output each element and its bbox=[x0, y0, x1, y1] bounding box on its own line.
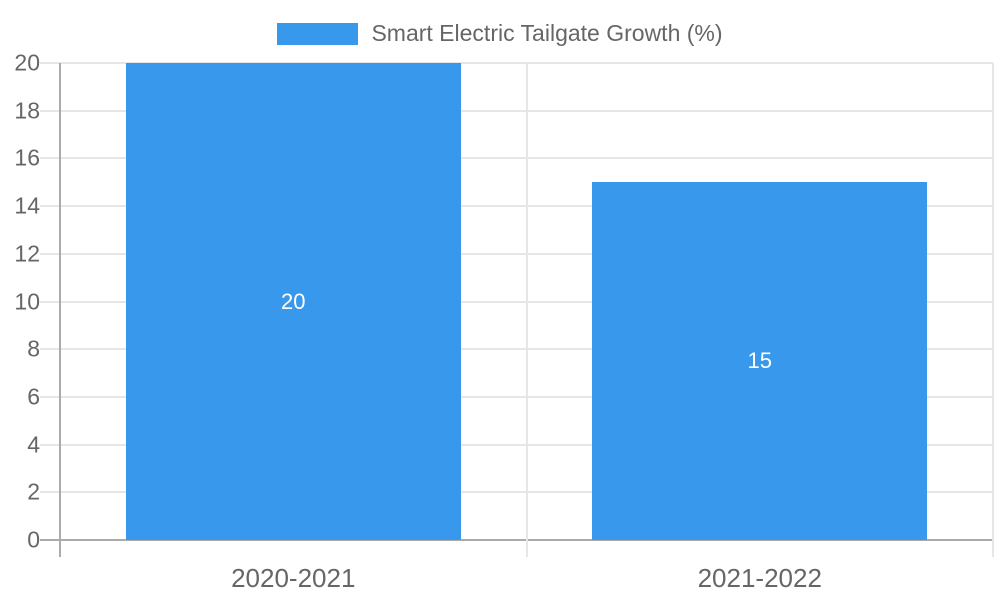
bar[interactable]: 20 bbox=[125, 63, 461, 540]
y-tick-label: 8 bbox=[27, 335, 40, 362]
gridline bbox=[40, 157, 993, 160]
gridline bbox=[40, 491, 993, 494]
y-tick-label: 6 bbox=[27, 383, 40, 410]
gridline bbox=[40, 252, 993, 255]
y-tick-label: 10 bbox=[14, 288, 40, 314]
y-tick-label: 12 bbox=[14, 240, 40, 267]
gridline bbox=[40, 348, 993, 351]
bar-value-label: 20 bbox=[281, 288, 306, 314]
category-boundary-gridline bbox=[525, 63, 528, 557]
y-tick-label: 16 bbox=[14, 144, 40, 171]
gridline bbox=[40, 395, 993, 398]
plot-area: 0 2 4 6 8 10 12 14 16 18 20 20 2020-2021 15 2021-2022 bbox=[14, 51, 994, 593]
y-tick-label: 0 bbox=[27, 526, 40, 553]
zero-gridline bbox=[40, 539, 993, 541]
y-tick-label: 18 bbox=[14, 97, 40, 124]
bar[interactable]: 15 bbox=[592, 182, 928, 540]
y-tick-label: 2 bbox=[27, 478, 40, 505]
gridline bbox=[40, 62, 993, 64]
y-tick-label: 20 bbox=[14, 49, 40, 76]
category-boundary-gridline bbox=[992, 63, 994, 557]
legend[interactable]: Smart Electric Tailgate Growth (%) bbox=[0, 20, 1000, 47]
gridline bbox=[40, 109, 993, 112]
y-axis-line bbox=[59, 63, 61, 557]
bar-value-label: 15 bbox=[747, 348, 772, 374]
y-tick-label: 14 bbox=[14, 192, 40, 219]
x-axis-label: 2021-2022 bbox=[697, 563, 822, 593]
x-axis-label: 2020-2021 bbox=[231, 563, 356, 593]
gridline bbox=[40, 443, 993, 446]
legend-swatch bbox=[277, 22, 359, 45]
gridline bbox=[40, 300, 993, 303]
legend-label: Smart Electric Tailgate Growth (%) bbox=[371, 20, 723, 46]
gridline bbox=[40, 205, 993, 208]
y-tick-label: 4 bbox=[27, 431, 40, 458]
